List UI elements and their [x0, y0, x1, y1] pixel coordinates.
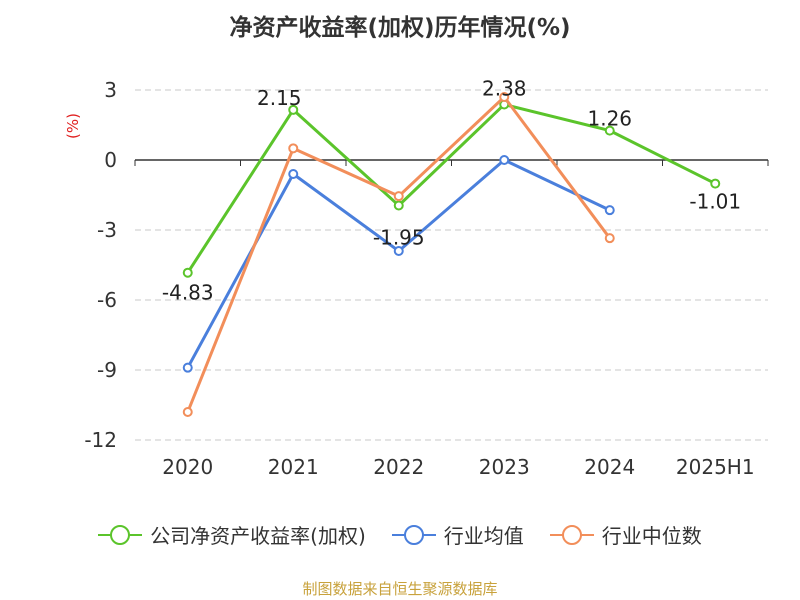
- data-point-company-roe: [604, 125, 615, 136]
- series-lines: [182, 92, 721, 417]
- y-tick-label: -12: [84, 428, 117, 452]
- legend-label-industry-median: 行业中位数: [601, 524, 702, 548]
- y-tick-label: 0: [104, 148, 117, 172]
- legend: 公司净资产收益率(加权) 行业均值 行业中位数: [0, 520, 800, 549]
- axes: 3 0 -3 -6 -9 -12 2020 2021 2022 2023 2024 2025H1: [84, 78, 769, 479]
- x-tick-label: 2022: [373, 455, 424, 479]
- data-label-company-roe: -4.83: [162, 281, 214, 305]
- series-line-industry-mean: [186, 158, 611, 369]
- x-tick-label: 2021: [268, 455, 319, 479]
- data-point-industry-mean: [499, 155, 510, 165]
- x-tick-label: 2023: [479, 455, 530, 479]
- x-tick-label: 2024: [584, 455, 635, 479]
- legend-marker-industry-median: [549, 524, 594, 545]
- data-label-company-roe: -1.01: [689, 190, 741, 214]
- data-label-company-roe: -1.95: [373, 226, 425, 250]
- legend-label-industry-mean: 行业均值: [443, 524, 524, 548]
- y-tick-label: 3: [104, 78, 117, 102]
- data-point-industry-median: [182, 407, 193, 417]
- data-labels: -4.83 2.15 -1.95 2.38 1.26 -1.01: [162, 76, 741, 304]
- data-point-company-roe: [182, 267, 193, 278]
- data-point-industry-median: [288, 143, 299, 154]
- data-point-industry-mean: [604, 205, 615, 216]
- y-tick-label: -6: [97, 288, 117, 312]
- series-line-company-roe: [186, 102, 716, 274]
- legend-marker-industry-mean: [391, 524, 436, 545]
- legend-item-company-roe[interactable]: 公司净资产收益率(加权): [98, 520, 366, 549]
- legend-marker-company-roe: [98, 524, 143, 545]
- data-point-company-roe: [393, 200, 404, 211]
- legend-label-company-roe: 公司净资产收益率(加权): [150, 524, 366, 548]
- data-point-industry-mean: [182, 362, 193, 373]
- y-axis-label: (%): [64, 113, 82, 139]
- data-label-company-roe: 2.38: [482, 76, 527, 100]
- gridlines: [135, 89, 768, 441]
- legend-item-industry-mean[interactable]: 行业均值: [391, 520, 524, 549]
- data-label-company-roe: 1.26: [587, 107, 632, 131]
- chart-title: 净资产收益率(加权)历年情况(%): [229, 15, 571, 41]
- data-label-company-roe: 2.15: [257, 86, 302, 110]
- data-point-industry-median: [604, 233, 615, 244]
- x-tick-label: 2020: [162, 455, 213, 479]
- source-note: 制图数据来自恒生聚源数据库: [302, 580, 498, 598]
- data-point-industry-median: [393, 191, 404, 202]
- legend-item-industry-median[interactable]: 行业中位数: [549, 520, 702, 549]
- x-tick-label: 2025H1: [676, 455, 755, 479]
- data-point-industry-mean: [393, 246, 404, 256]
- data-point-company-roe: [710, 178, 721, 189]
- y-tick-label: -3: [97, 218, 117, 242]
- data-point-company-roe: [288, 104, 299, 115]
- data-point-industry-median: [499, 92, 510, 102]
- data-point-industry-mean: [288, 169, 299, 179]
- y-tick-label: -9: [97, 358, 117, 382]
